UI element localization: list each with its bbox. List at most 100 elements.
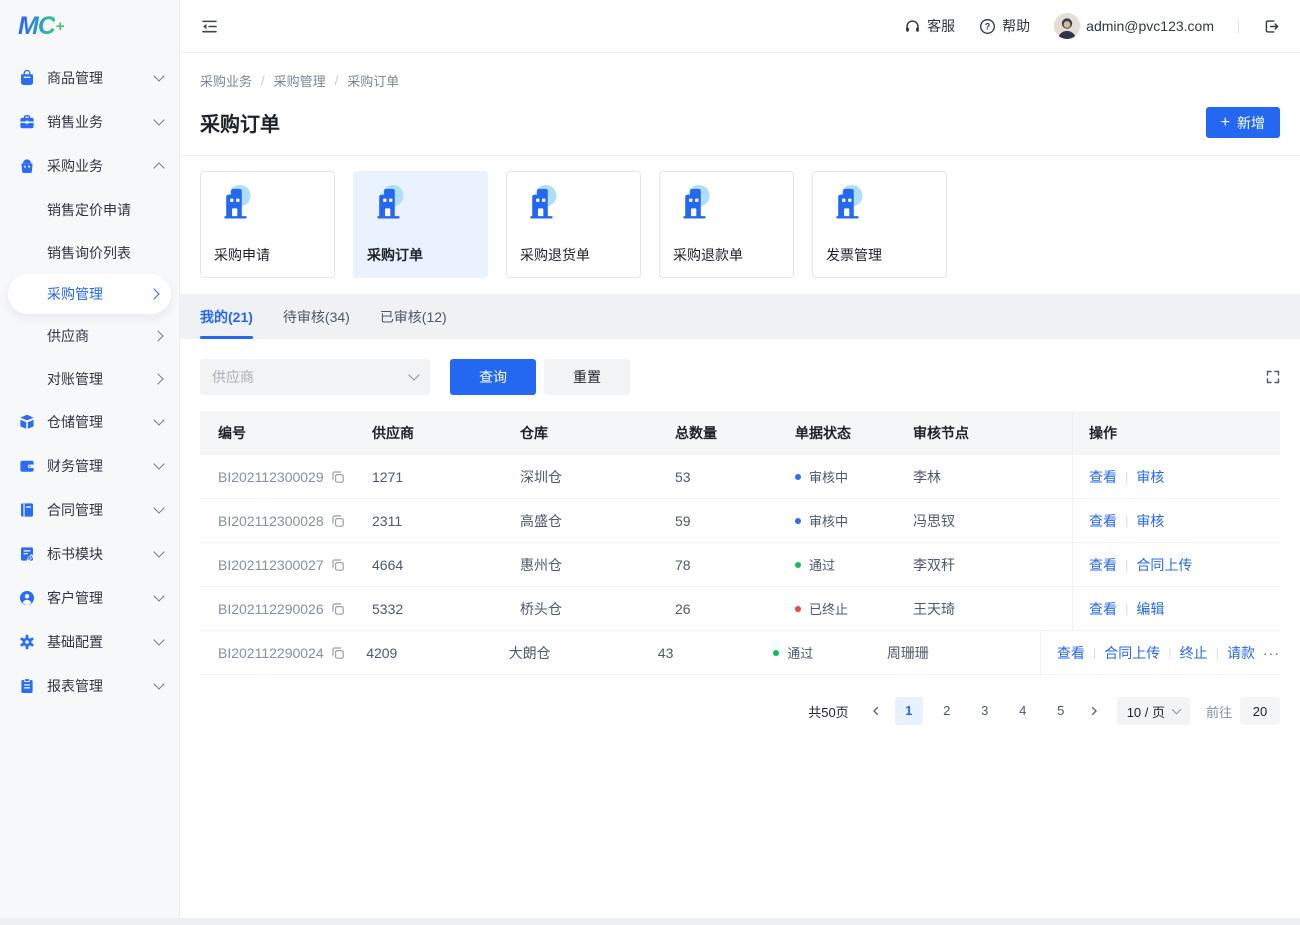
sidebar-item-label: 采购业务 bbox=[47, 158, 103, 174]
add-button[interactable]: + 新增 bbox=[1205, 107, 1280, 138]
chevron-icon bbox=[153, 634, 165, 646]
next-page-icon[interactable] bbox=[1081, 697, 1107, 725]
column-header: 供应商 bbox=[372, 425, 414, 441]
sidebar-item[interactable]: 客户管理 bbox=[0, 576, 179, 620]
action-link[interactable]: 合同上传 bbox=[1104, 644, 1161, 661]
review-node-cell: 王天琦 bbox=[913, 600, 955, 617]
logo-plus-glyph: + bbox=[55, 17, 65, 35]
module-card-label: 采购退款单 bbox=[673, 247, 743, 263]
topbar: 客服 ? 帮助 admin@pvc123.com bbox=[180, 0, 1300, 53]
sidebar-subitem[interactable]: 销售询价列表 bbox=[0, 231, 179, 274]
action-separator: | bbox=[1092, 645, 1097, 660]
supplier-select-placeholder: 供应商 bbox=[212, 369, 254, 385]
page-number[interactable]: 4 bbox=[1019, 703, 1027, 718]
action-link[interactable]: 查看 bbox=[1056, 644, 1085, 661]
module-card[interactable]: 采购申请 bbox=[200, 171, 335, 278]
brand-logo[interactable]: MC + bbox=[0, 0, 179, 52]
sidebar-item[interactable]: 商品管理 bbox=[0, 56, 179, 100]
sidebar-subitem[interactable]: 采购管理 bbox=[8, 274, 171, 314]
module-card[interactable]: 发票管理 bbox=[812, 171, 947, 278]
table-row: BI202112300028 2311 高盛仓 59 审核中 冯思钗 查看 | 审核 bbox=[200, 499, 1280, 543]
sidebar-item[interactable]: 合同管理 bbox=[0, 488, 179, 532]
order-id-cell: BI202112300029 bbox=[200, 469, 372, 485]
chevron-icon bbox=[153, 70, 165, 82]
breadcrumb-item[interactable]: 采购订单 bbox=[347, 74, 400, 89]
module-card[interactable]: 采购订单 bbox=[353, 171, 488, 278]
breadcrumb-item[interactable]: 采购管理 bbox=[273, 74, 326, 89]
more-actions-icon[interactable]: ··· bbox=[1263, 644, 1281, 661]
action-link[interactable]: 查看 bbox=[1089, 556, 1117, 573]
action-link[interactable]: 查看 bbox=[1089, 512, 1117, 529]
collapse-sidebar-icon[interactable] bbox=[200, 17, 219, 36]
chevron-icon bbox=[153, 114, 165, 126]
page-number[interactable]: 5 bbox=[1057, 703, 1065, 718]
topbar-right: 客服 ? 帮助 admin@pvc123.com bbox=[904, 13, 1280, 39]
avatar bbox=[1054, 13, 1081, 39]
sidebar-item[interactable]: 标书模块 bbox=[0, 532, 179, 576]
action-link[interactable]: 查看 bbox=[1089, 468, 1117, 485]
product-icon bbox=[18, 69, 36, 87]
warehouse-cell: 高盛仓 bbox=[520, 512, 562, 529]
fullscreen-icon[interactable] bbox=[1266, 370, 1280, 384]
user-menu[interactable]: admin@pvc123.com bbox=[1054, 13, 1214, 39]
list-tab[interactable]: 待审核(34) bbox=[282, 309, 350, 325]
warehouse-cell: 深圳仓 bbox=[520, 468, 562, 485]
help-button[interactable]: ? 帮助 bbox=[979, 16, 1030, 36]
actions-cell: 查看 | 合同上传 | 终止 | 请款 ··· bbox=[1039, 631, 1281, 674]
breadcrumb-item[interactable]: 采购业务 bbox=[200, 74, 253, 89]
action-link[interactable]: 编辑 bbox=[1136, 600, 1165, 617]
action-link[interactable]: 查看 bbox=[1089, 600, 1117, 617]
list-tab[interactable]: 已审核(12) bbox=[379, 309, 447, 325]
pagination-total: 共50页 bbox=[808, 704, 849, 720]
chevron-icon bbox=[153, 678, 165, 690]
copy-icon[interactable] bbox=[331, 470, 345, 484]
sidebar-item[interactable]: 基础配置 bbox=[0, 620, 179, 664]
status-label: 审核中 bbox=[809, 470, 849, 485]
sidebar-item[interactable]: 销售业务 bbox=[0, 100, 179, 144]
module-card-label: 采购申请 bbox=[214, 247, 270, 263]
sidebar-subitem[interactable]: 供应商 bbox=[0, 314, 179, 357]
breadcrumb: 采购业务 / 采购管理 / 采购订单 bbox=[200, 71, 1280, 90]
sidebar-subitem[interactable]: 对账管理 bbox=[0, 357, 179, 400]
action-separator: | bbox=[1125, 601, 1129, 616]
status-label: 通过 bbox=[809, 558, 836, 573]
action-link[interactable]: 审核 bbox=[1136, 468, 1165, 485]
search-button[interactable]: 查询 bbox=[450, 359, 536, 395]
logout-icon[interactable] bbox=[1263, 18, 1280, 35]
page-number[interactable]: 1 bbox=[894, 697, 923, 725]
title-row: 采购订单 + 新增 bbox=[200, 107, 1280, 138]
page-size-select[interactable]: 10 / 页 bbox=[1116, 697, 1190, 725]
sidebar-item[interactable]: 财务管理 bbox=[0, 444, 179, 488]
customer-service-button[interactable]: 客服 bbox=[904, 16, 955, 36]
prev-page-icon[interactable] bbox=[863, 697, 889, 725]
sidebar-item[interactable]: 报表管理 bbox=[0, 664, 179, 708]
module-card[interactable]: 采购退货单 bbox=[506, 171, 641, 278]
warehouse-icon bbox=[18, 413, 36, 431]
column-header: 操作 bbox=[1072, 411, 1280, 455]
copy-icon[interactable] bbox=[331, 602, 345, 616]
sidebar-item-label: 仓储管理 bbox=[47, 414, 103, 430]
sidebar-item[interactable]: 仓储管理 bbox=[0, 400, 179, 444]
list-tab[interactable]: 我的(21) bbox=[200, 294, 253, 339]
sidebar-item[interactable]: 采购业务 bbox=[0, 144, 179, 188]
sidebar-subitem-label: 供应商 bbox=[47, 327, 89, 344]
page-number[interactable]: 3 bbox=[981, 703, 989, 718]
action-link[interactable]: 审核 bbox=[1136, 512, 1165, 529]
add-button-label: 新增 bbox=[1237, 114, 1265, 131]
copy-icon[interactable] bbox=[331, 514, 345, 528]
goto-page-input[interactable] bbox=[1240, 697, 1280, 725]
reset-button[interactable]: 重置 bbox=[544, 359, 630, 395]
sidebar-item-label: 标书模块 bbox=[47, 546, 103, 562]
sidebar-subitem[interactable]: 销售定价申请 bbox=[0, 188, 179, 231]
copy-icon[interactable] bbox=[331, 558, 345, 572]
action-link[interactable]: 合同上传 bbox=[1136, 556, 1193, 573]
action-link[interactable]: 请款 bbox=[1227, 644, 1256, 661]
goto-label: 前往 bbox=[1205, 704, 1232, 720]
supplier-select[interactable]: 供应商 bbox=[200, 359, 430, 395]
warehouse-cell: 桥头仓 bbox=[520, 600, 562, 617]
action-link[interactable]: 终止 bbox=[1179, 644, 1208, 661]
copy-icon[interactable] bbox=[331, 646, 345, 660]
page-number[interactable]: 2 bbox=[943, 703, 951, 718]
customer-icon bbox=[18, 589, 36, 607]
module-card[interactable]: 采购退款单 bbox=[659, 171, 794, 278]
